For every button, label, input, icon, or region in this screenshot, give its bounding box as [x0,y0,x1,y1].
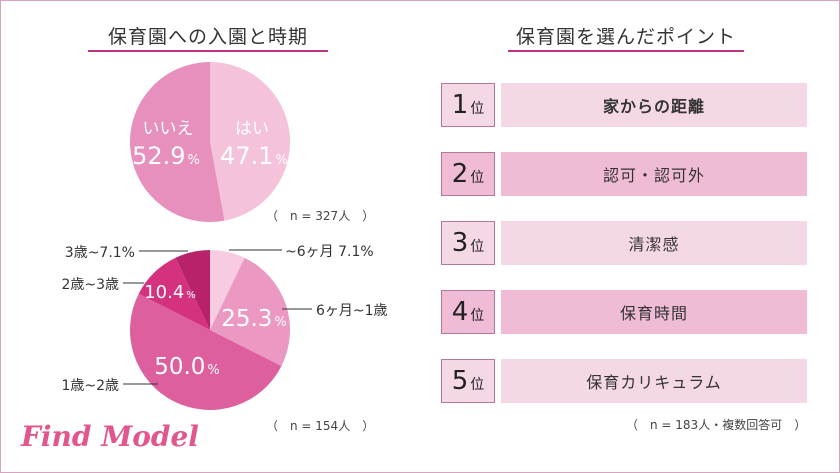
callout-c: 1歳~2歳 [61,378,119,394]
pie2-slice-4 [138,257,210,330]
rank-label: 清潔感 [501,221,807,265]
pie2-slice-3 [129,293,282,411]
rank-suffix: 位 [470,170,485,186]
rank-box-4: 4 位 [441,290,495,334]
pie2-slice-value-4: 10.4% [144,282,196,303]
callout-d: 2歳~3歳 [61,277,119,293]
rank-label: 保育時間 [501,290,807,334]
ranking-row-4: 4 位 保育時間 [441,290,807,334]
rank-suffix: 位 [470,101,485,117]
pie-chart-timing: 25.3 %50.0 %10.4% [129,250,291,411]
right-title-underline [508,50,744,52]
pie1-slice-2 [129,62,225,222]
left-title: 保育園への入園と時期 [107,26,308,48]
rank-number: 2 [451,159,469,189]
callout-e: 3歳~7.1% [65,245,135,261]
ranking-row-1: 1 位 家からの距離 [441,83,807,127]
rank-suffix: 位 [470,239,485,255]
left-title-underline [88,50,328,52]
rank-suffix: 位 [470,308,485,324]
right-title: 保育園を選んだポイント [515,26,736,48]
ranking-row-3: 3 位 清潔感 [441,221,807,265]
rank-number: 1 [451,90,469,120]
rank-number: 3 [451,228,469,258]
pie1-slice-label-1: はい [235,119,269,139]
rank-box-2: 2 位 [441,152,495,196]
rank-box-1: 1 位 [441,83,495,127]
pie2-slice-value-2: 25.3% [221,306,287,332]
rank-box-3: 3 位 [441,221,495,265]
callout-b: 6ヶ月~1歳 [316,303,388,319]
rank-number: 4 [451,297,469,327]
pie2-slice-1 [210,250,245,330]
rank-box-5: 5 位 [441,359,495,403]
pie1-slice-value-1: 47.1% [220,142,288,170]
find-model-logo: Find Model [21,420,199,453]
ranking-sample-note: （ n = 183人・複数回答可 ） [626,418,807,432]
pie1-slice-1 [210,62,290,221]
ranking-row-2: 2 位 認可・認可外 [441,152,807,196]
rank-label: 保育カリキュラム [501,359,807,403]
callout-a: ~6ヶ月 7.1% [285,244,374,260]
rank-suffix: 位 [470,377,485,393]
ranking-row-5: 5 位 保育カリキュラム [441,359,807,403]
pie2-slice-5 [175,250,210,330]
pie1-sample-note: （ n = 327人 ） [266,209,375,223]
pie1-slice-label-2: いいえ [143,119,194,139]
rank-label: 家からの距離 [501,83,807,127]
rank-label: 認可・認可外 [501,152,807,196]
pie2-sample-note: （ n = 154人 ） [266,419,375,433]
rank-number: 5 [451,366,469,396]
pie2-slice-2 [210,257,291,367]
pie2-callout-lines [123,249,312,385]
